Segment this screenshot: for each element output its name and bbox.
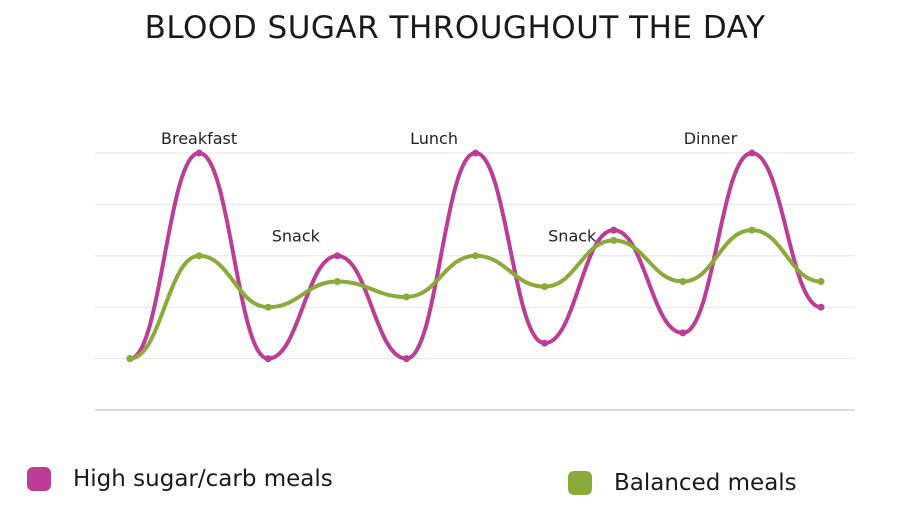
data-point-high-sugar <box>472 149 479 157</box>
annotation-label: Snack <box>272 227 321 246</box>
data-point-high-sugar <box>610 226 618 234</box>
data-point-high-sugar <box>333 252 341 260</box>
annotation-label: Lunch <box>410 129 458 148</box>
legend-item-balanced: Balanced meals <box>568 470 797 496</box>
data-point-balanced <box>472 252 479 260</box>
data-point-balanced <box>610 236 618 244</box>
legend-label-high-sugar: High sugar/carb meals <box>73 466 333 492</box>
data-point-balanced <box>333 278 341 285</box>
legend-item-high-sugar: High sugar/carb meals <box>27 466 333 492</box>
chart-title: BLOOD SUGAR THROUGHOUT THE DAY <box>144 10 766 46</box>
data-points <box>126 149 825 363</box>
data-point-high-sugar <box>817 303 825 311</box>
legend-swatch-high-sugar <box>27 467 51 491</box>
data-point-high-sugar <box>195 149 203 157</box>
data-point-high-sugar <box>402 355 410 363</box>
annotation-label: Dinner <box>684 129 738 148</box>
grid-lines <box>95 152 855 411</box>
data-point-high-sugar <box>264 355 272 363</box>
data-point-balanced <box>748 226 756 234</box>
data-point-high-sugar <box>679 329 687 337</box>
data-point-high-sugar <box>748 149 756 157</box>
annotations: Breakfast Snack Lunch Snack Dinner <box>161 129 738 246</box>
data-point-balanced <box>402 293 410 301</box>
data-point-balanced <box>817 278 825 285</box>
data-point-balanced <box>679 278 687 285</box>
legend-swatch-balanced <box>568 471 592 495</box>
data-point-high-sugar <box>541 339 549 347</box>
data-point-balanced <box>126 355 134 363</box>
data-point-balanced <box>264 303 272 311</box>
data-point-balanced <box>541 283 549 291</box>
legend-label-balanced: Balanced meals <box>614 470 797 496</box>
annotation-label: Breakfast <box>161 129 237 148</box>
data-point-balanced <box>195 252 203 260</box>
annotation-label: Snack <box>548 227 597 246</box>
